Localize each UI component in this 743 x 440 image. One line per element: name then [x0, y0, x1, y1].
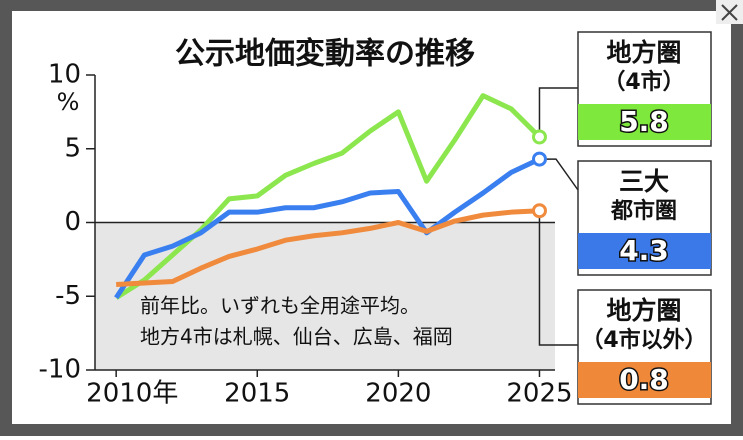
connector	[546, 158, 579, 191]
legend-band	[578, 104, 711, 140]
legend-band	[578, 362, 711, 398]
note: 前年比。いずれも全用途平均。	[140, 294, 420, 318]
legend-band	[578, 233, 711, 269]
y-tick-label: 0	[64, 207, 81, 237]
close-button[interactable]	[716, 0, 743, 24]
series-line	[114, 93, 542, 300]
y-tick-label: 10	[48, 60, 81, 90]
chart-title: 公示地価変動率の推移	[175, 37, 475, 72]
legend-label: 地方圏	[606, 296, 681, 325]
y-tick-label: 5	[64, 133, 81, 163]
x-tick-label: 2025	[506, 379, 572, 409]
x-tick-label: 2020	[365, 379, 431, 409]
series-line	[114, 156, 541, 300]
legend-label: （4市以外）	[581, 327, 706, 353]
value-label: 5.8	[619, 105, 669, 138]
y-unit: %	[57, 88, 80, 116]
value-label: 0.8	[619, 363, 669, 396]
end-point	[531, 129, 547, 145]
connector	[538, 217, 578, 346]
y-tick-label: -10	[39, 355, 81, 385]
x-tick-label: 2015	[224, 379, 290, 409]
end-point	[531, 151, 547, 167]
legend-label: 地方圏	[606, 38, 681, 67]
legend-label: 三大	[619, 167, 669, 196]
series-line	[116, 208, 540, 287]
y-tick-label: -5	[55, 281, 81, 311]
value-label: 4.3	[619, 234, 669, 267]
end-point	[531, 203, 547, 219]
note: 地方4市は札幌、仙台、広島、福岡	[140, 325, 453, 349]
legend-label: （4市）	[603, 69, 684, 95]
connector	[538, 87, 578, 130]
legend-label: 都市圏	[610, 198, 677, 224]
x-tick-label: 2010年	[86, 379, 178, 409]
